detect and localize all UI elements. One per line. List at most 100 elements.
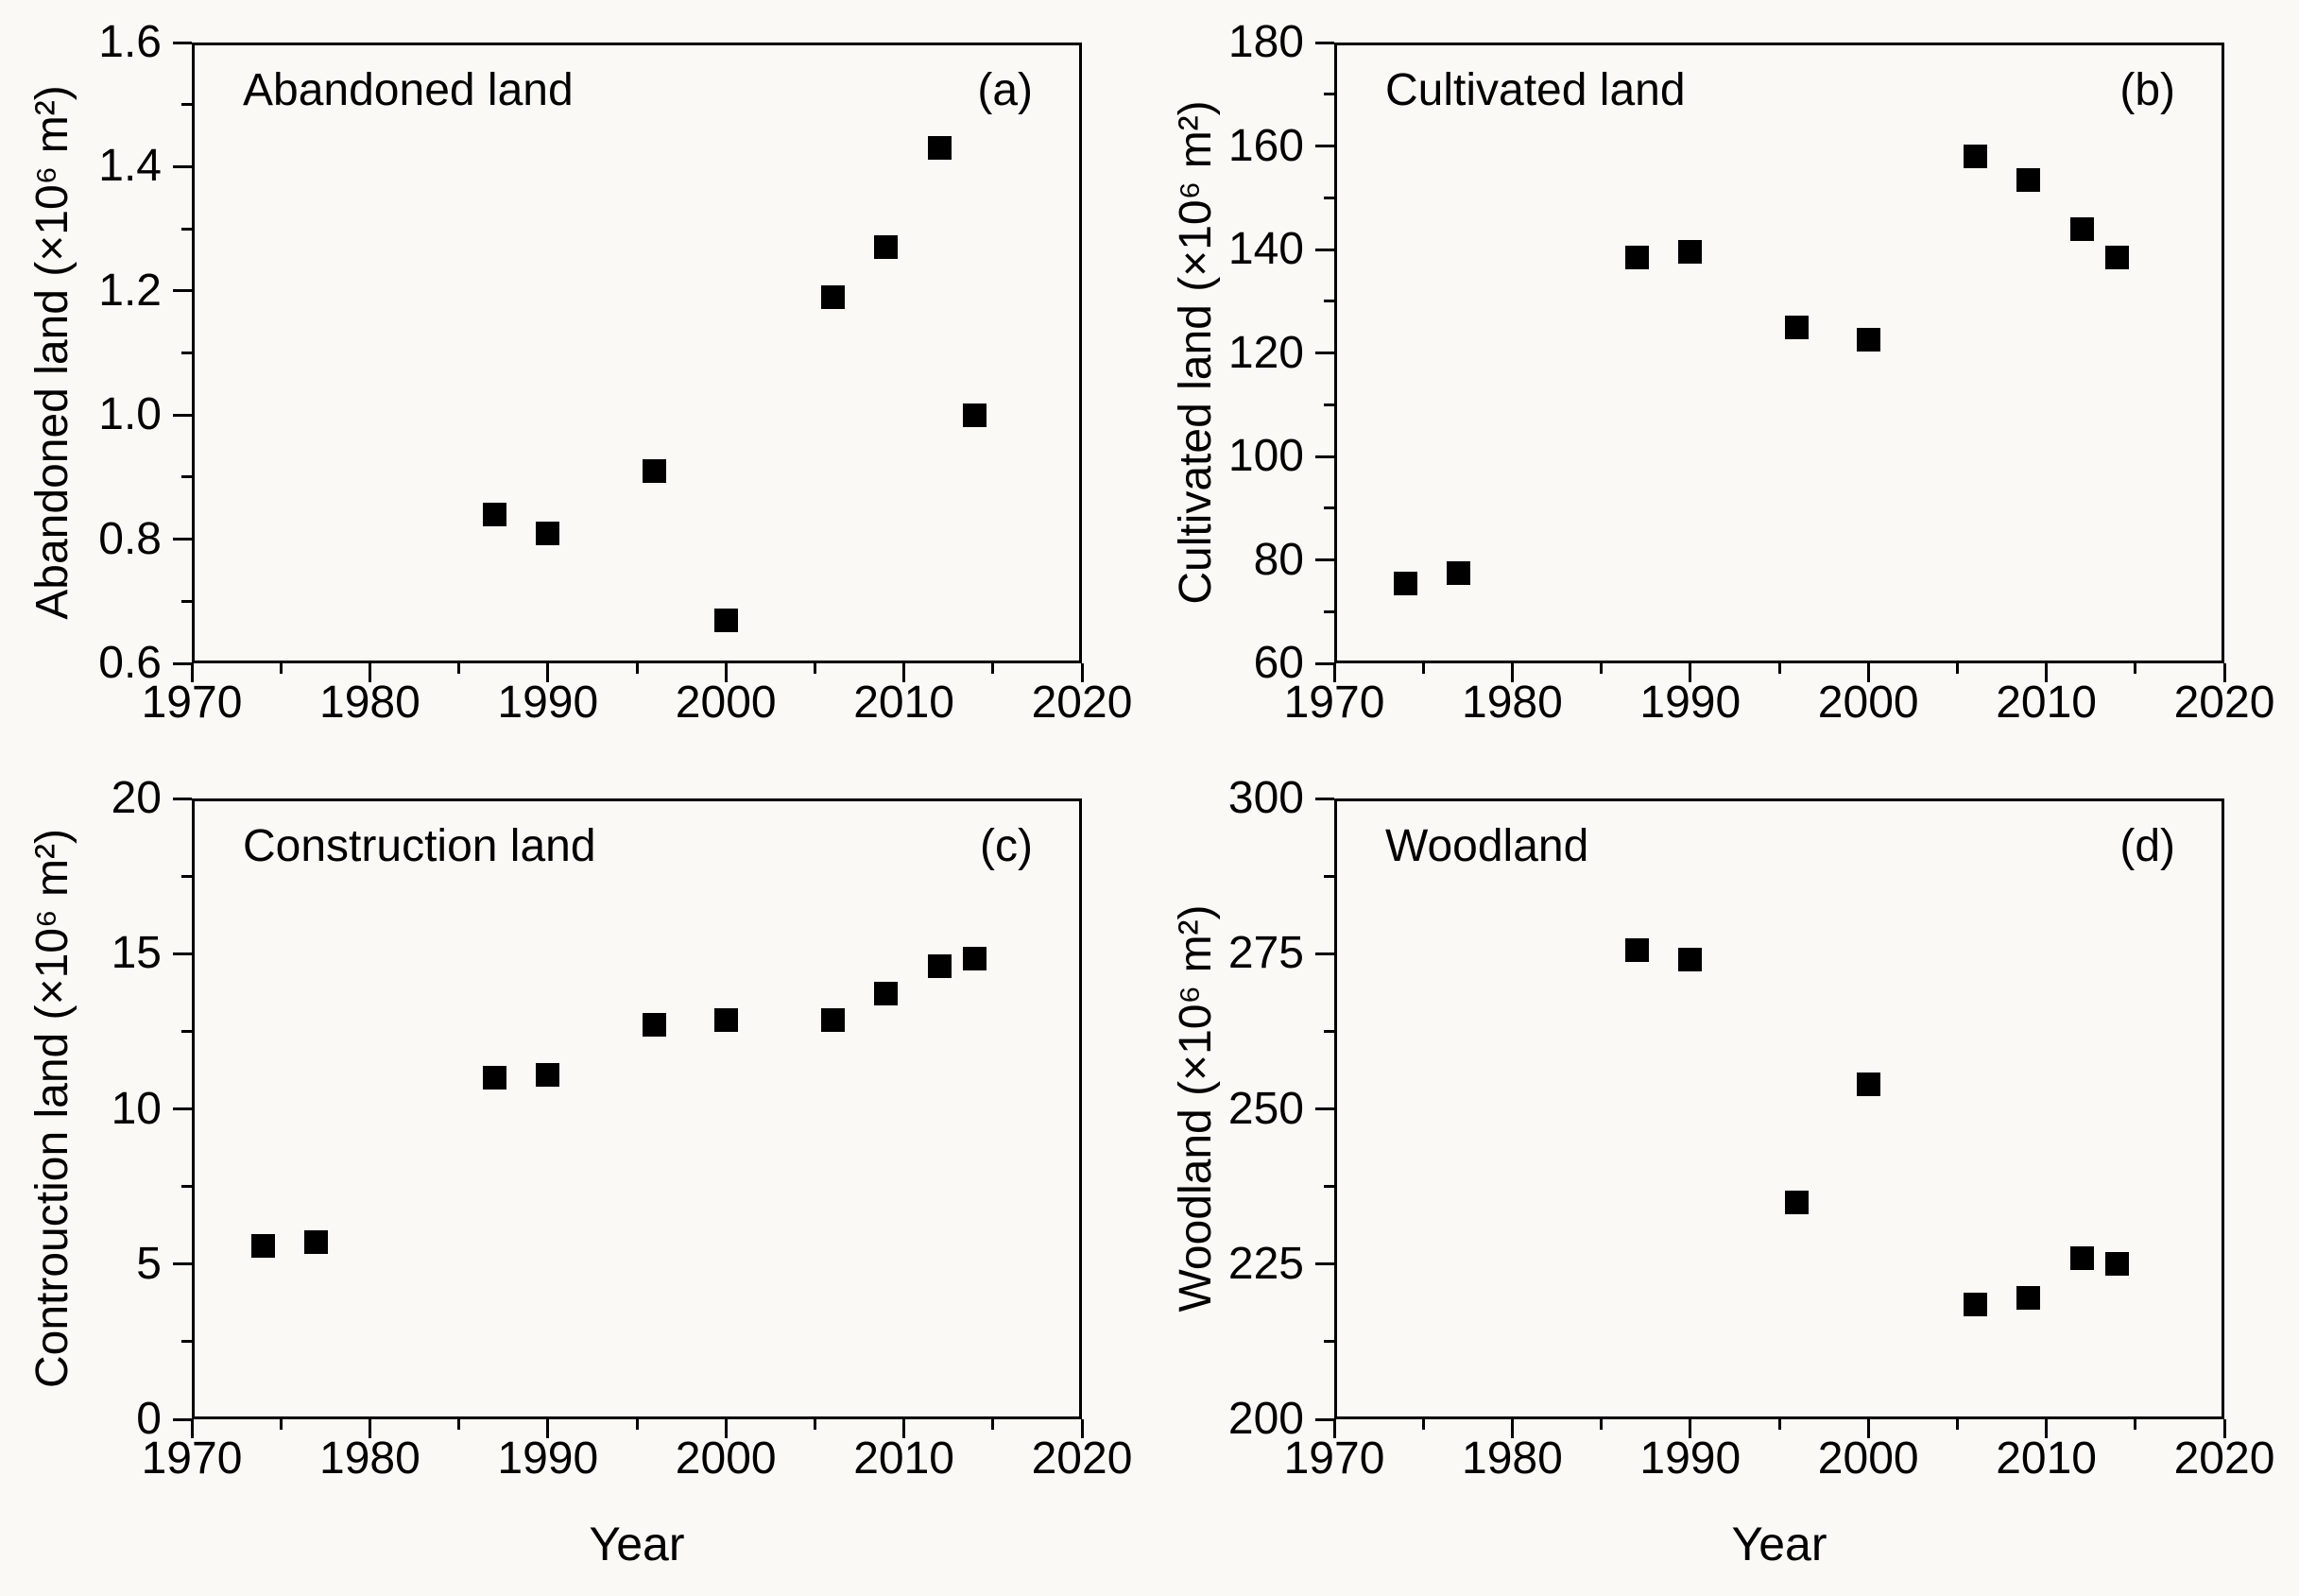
x-tick-label: 2000 — [1817, 1433, 1919, 1484]
data-point — [1678, 948, 1703, 972]
data-point — [304, 1230, 329, 1255]
y-tick-label: 15 — [111, 928, 162, 979]
x-tick-label: 1980 — [1462, 678, 1563, 728]
y-tick-label: 1.4 — [98, 141, 162, 192]
x-tick-label: 1990 — [1639, 1433, 1741, 1484]
x-minor-tick — [457, 663, 461, 674]
data-point — [2105, 245, 2130, 269]
y-major-tick — [173, 797, 192, 800]
x-major-tick — [546, 1419, 550, 1438]
panel-title-b: Cultivated land — [1385, 65, 1686, 115]
x-major-tick — [1080, 1419, 1084, 1438]
y-minor-tick — [181, 475, 192, 479]
y-major-tick — [1315, 41, 1334, 44]
data-point — [1624, 938, 1649, 963]
x-tick-label: 1970 — [141, 1433, 243, 1484]
x-minor-tick — [2134, 663, 2137, 674]
y-major-tick — [173, 538, 192, 541]
y-tick-label: 1.0 — [98, 389, 162, 440]
y-major-tick — [173, 661, 192, 665]
data-point — [820, 284, 845, 309]
x-major-tick — [724, 1419, 728, 1438]
y-minor-tick — [1324, 1185, 1334, 1189]
x-tick-label: 2020 — [2173, 678, 2275, 728]
data-point — [713, 608, 738, 632]
y-major-tick — [173, 164, 192, 168]
plot-area-d — [1334, 798, 2224, 1419]
x-minor-tick — [1421, 663, 1425, 674]
x-minor-tick — [279, 663, 283, 674]
y-major-tick — [173, 1107, 192, 1110]
y-minor-tick — [1324, 93, 1334, 96]
y-tick-label: 160 — [1227, 120, 1304, 171]
x-minor-tick — [1955, 663, 1959, 674]
x-tick-label: 2010 — [853, 1433, 954, 1484]
data-point — [820, 1008, 845, 1033]
y-major-tick — [173, 41, 192, 44]
y-tick-label: 200 — [1227, 1394, 1304, 1444]
x-minor-tick — [279, 1419, 283, 1430]
x-minor-tick — [1955, 1419, 1959, 1430]
x-tick-label: 1990 — [497, 678, 599, 728]
panel-title-d: Woodland — [1385, 821, 1589, 871]
y-tick-label: 1.6 — [98, 17, 162, 67]
x-tick-label: 2010 — [853, 678, 954, 728]
x-tick-label: 1990 — [1639, 678, 1741, 728]
x-major-tick — [190, 663, 194, 682]
y-tick-label: 300 — [1227, 773, 1304, 823]
y-major-tick — [1315, 797, 1334, 800]
y-tick-label: 1.2 — [98, 265, 162, 316]
data-point — [874, 982, 899, 1006]
y-minor-tick — [1324, 196, 1334, 199]
y-minor-tick — [181, 874, 192, 878]
data-point — [1678, 240, 1703, 265]
y-tick-label: 140 — [1227, 224, 1304, 274]
x-tick-label: 2000 — [675, 1433, 777, 1484]
x-major-tick — [190, 1419, 194, 1438]
data-point — [2016, 1286, 2041, 1311]
data-point — [874, 235, 899, 260]
y-tick-label: 180 — [1227, 17, 1304, 67]
x-minor-tick — [457, 1419, 461, 1430]
x-axis-title-c: Year — [589, 1518, 685, 1570]
data-point — [1447, 560, 1471, 585]
x-tick-label: 2020 — [2173, 1433, 2275, 1484]
x-tick-label: 1970 — [141, 678, 243, 728]
x-minor-tick — [991, 663, 995, 674]
x-major-tick — [368, 1419, 371, 1438]
y-tick-label: 60 — [1253, 638, 1304, 688]
y-minor-tick — [181, 352, 192, 354]
y-tick-label: 120 — [1227, 327, 1304, 378]
x-tick-label: 2020 — [1031, 678, 1133, 728]
x-major-tick — [1689, 1419, 1692, 1438]
x-minor-tick — [1777, 1419, 1781, 1430]
x-major-tick — [2222, 1419, 2226, 1438]
data-point — [1963, 144, 1987, 168]
x-major-tick — [1510, 663, 1514, 682]
y-tick-label: 225 — [1227, 1238, 1304, 1289]
x-major-tick — [1332, 1419, 1336, 1438]
y-major-tick — [1315, 661, 1334, 665]
y-minor-tick — [1324, 874, 1334, 878]
y-major-tick — [1315, 455, 1334, 458]
data-point — [963, 403, 987, 427]
panel-title-a: Abandoned land — [243, 65, 574, 115]
y-tick-label: 275 — [1227, 928, 1304, 979]
y-major-tick — [1315, 145, 1334, 147]
data-point — [643, 458, 667, 483]
y-tick-label: 100 — [1227, 431, 1304, 481]
y-major-tick — [1315, 352, 1334, 354]
y-major-tick — [173, 289, 192, 293]
plot-area-a — [192, 43, 1082, 663]
x-tick-label: 2000 — [675, 678, 777, 728]
data-point — [250, 1233, 275, 1258]
y-minor-tick — [181, 103, 192, 107]
y-minor-tick — [1324, 403, 1334, 406]
x-tick-label: 1970 — [1283, 678, 1385, 728]
x-minor-tick — [635, 1419, 639, 1430]
data-point — [2069, 216, 2094, 241]
x-major-tick — [902, 1419, 906, 1438]
x-tick-label: 2010 — [1996, 678, 2097, 728]
y-major-tick — [1315, 248, 1334, 251]
y-major-tick — [173, 1417, 192, 1421]
